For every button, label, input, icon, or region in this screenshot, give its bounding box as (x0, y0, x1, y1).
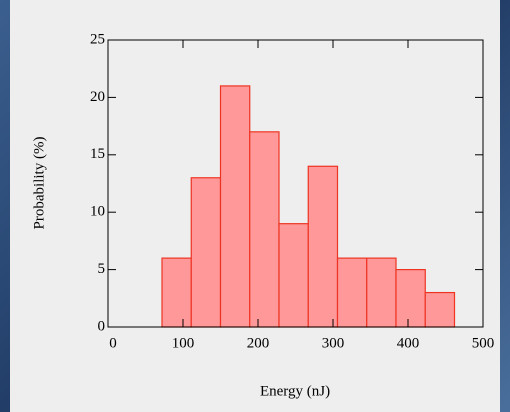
x-tick-label: 400 (397, 335, 420, 351)
y-tick-label: 0 (98, 318, 106, 334)
y-axis-label: Probability (%) (31, 137, 47, 230)
bar (190, 177, 222, 328)
bar (336, 257, 368, 328)
x-axis-label: Energy (nJ) (260, 383, 330, 399)
plot-frame (107, 39, 484, 328)
bar (161, 257, 192, 328)
bar (249, 131, 280, 328)
x-tick-label: 200 (247, 335, 270, 351)
y-tick-label: 10 (90, 204, 105, 220)
bar (219, 85, 251, 328)
x-tick-label: 500 (472, 335, 495, 351)
x-tick-label: 0 (109, 335, 117, 351)
bar (307, 165, 339, 328)
bar (395, 269, 426, 328)
y-tick-label: 20 (90, 89, 105, 105)
x-tick-label: 300 (322, 335, 345, 351)
bar (366, 257, 397, 328)
y-tick-label: 25 (90, 31, 105, 47)
bar (424, 291, 456, 328)
x-tick-label: 100 (172, 335, 195, 351)
y-tick-label: 15 (90, 146, 105, 162)
y-tick-label: 5 (98, 261, 106, 277)
bar (278, 223, 309, 328)
